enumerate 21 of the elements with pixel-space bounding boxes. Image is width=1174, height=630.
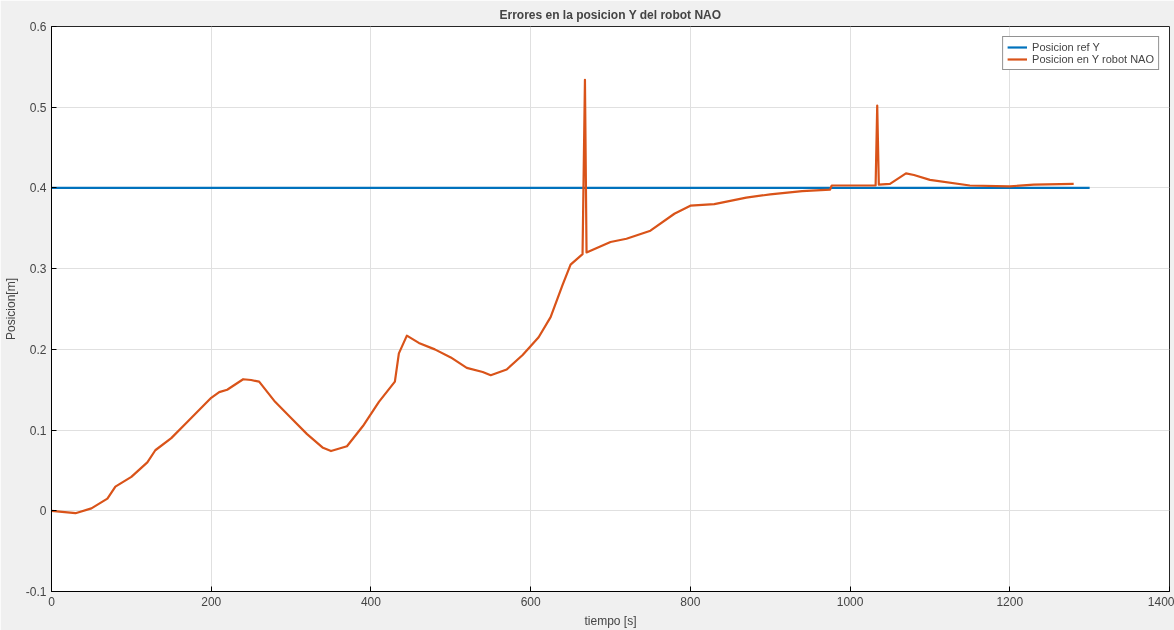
x-tick-label: 1000 [836, 594, 864, 609]
y-tick-label: 0.2 [29, 342, 47, 357]
x-tick-label: 1200 [996, 594, 1024, 609]
y-tick-label: 0.1 [29, 423, 47, 438]
legend-label: Posicion ref Y [1032, 41, 1100, 53]
y-tick-label: 0.6 [29, 20, 47, 34]
legend-label: Posicion en Y robot NAO [1032, 53, 1154, 65]
x-tick-label: 1400 [1147, 594, 1174, 609]
x-axis-title: tiempo [s] [584, 613, 637, 628]
y-tick-label: 0.4 [29, 181, 47, 196]
x-tick-label: 600 [520, 594, 541, 609]
y-tick-label: 0.5 [29, 100, 47, 115]
x-tick-label: 200 [201, 594, 222, 609]
x-tick-label: 800 [680, 594, 701, 609]
y-axis-title: Posicion[m] [3, 277, 18, 341]
line-series [51, 78, 1075, 515]
x-tick-label: 400 [360, 594, 382, 609]
y-tick-label: -0.1 [25, 585, 47, 599]
y-tick-label: 0.3 [29, 262, 47, 277]
chart-title: Errores en la posicion Y del robot NAO [499, 7, 722, 22]
y-tick-label: 0 [39, 504, 47, 519]
